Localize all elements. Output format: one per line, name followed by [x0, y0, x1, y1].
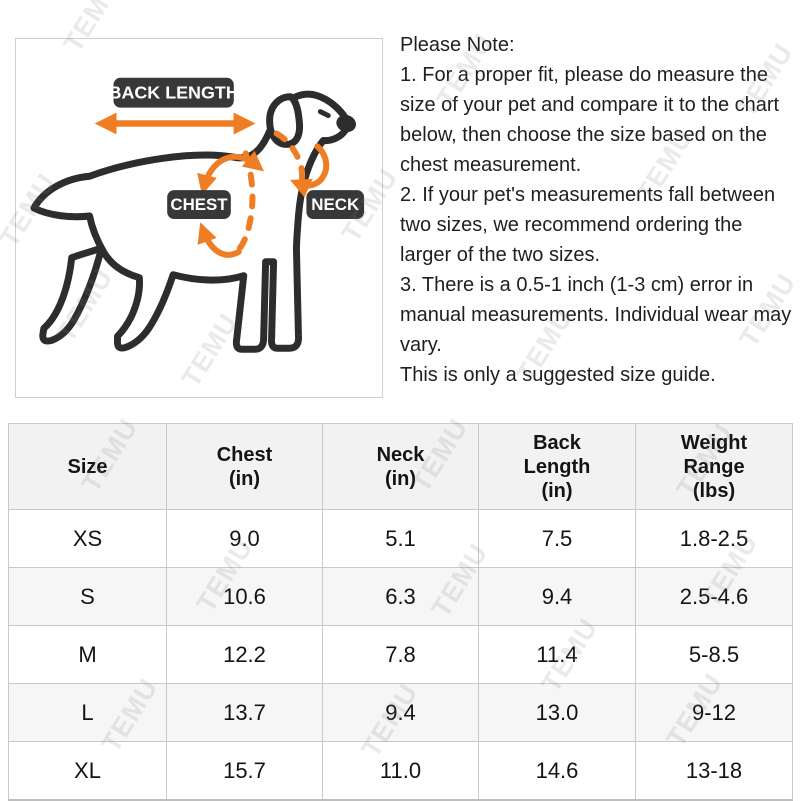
cell-chest: 12.2 [166, 625, 323, 684]
dog-brow-line [317, 109, 331, 119]
neck-dashed-loop [273, 130, 306, 192]
cell-back-length: 14.6 [478, 741, 636, 801]
cell-size: XL [8, 741, 167, 801]
header-size: Size [8, 423, 167, 510]
cell-back-length: 13.0 [478, 683, 636, 742]
table-row: XL 15.7 11.0 14.6 13-18 [8, 741, 793, 801]
cell-weight: 9-12 [635, 683, 793, 742]
cell-size: L [8, 683, 167, 742]
table-row: S 10.6 6.3 9.4 2.5-4.6 [8, 567, 793, 626]
note-item-3: 3. There is a 0.5-1 inch (1-3 cm) error … [400, 274, 792, 356]
size-chart-table: Size Chest (in) Neck (in) Back Length (i… [8, 423, 793, 801]
cell-back-length: 7.5 [478, 509, 636, 568]
chest-badge: CHEST [167, 190, 231, 219]
back-length-badge: BACK LENGTH [109, 77, 239, 108]
header-neck: Neck (in) [322, 423, 479, 510]
cell-chest: 10.6 [166, 567, 323, 626]
please-note-section: Please Note: 1. For a proper fit, please… [400, 30, 798, 390]
table-row: L 13.7 9.4 13.0 9-12 [8, 683, 793, 742]
header-weight-range: Weight Range (lbs) [635, 423, 793, 510]
cell-weight: 2.5-4.6 [635, 567, 793, 626]
header-back-length: Back Length (in) [478, 423, 636, 510]
cell-size: XS [8, 509, 167, 568]
table-row: XS 9.0 5.1 7.5 1.8-2.5 [8, 509, 793, 568]
table-row: M 12.2 7.8 11.4 5-8.5 [8, 625, 793, 684]
cell-size: S [8, 567, 167, 626]
cell-back-length: 11.4 [478, 625, 636, 684]
dog-far-hind-leg [39, 244, 106, 345]
back-length-label: BACK LENGTH [109, 83, 239, 103]
cell-neck: 9.4 [322, 683, 479, 742]
cell-back-length: 9.4 [478, 567, 636, 626]
neck-badge: NECK [306, 190, 365, 219]
cell-neck: 6.3 [322, 567, 479, 626]
dog-measurement-diagram: BACK LENGTH CHEST NECK [15, 38, 383, 398]
note-title: Please Note: [400, 34, 515, 56]
neck-arrow [290, 143, 330, 198]
cell-chest: 13.7 [166, 683, 323, 742]
cell-weight: 1.8-2.5 [635, 509, 793, 568]
cell-chest: 9.0 [166, 509, 323, 568]
note-item-1: 1. For a proper fit, please do measure t… [400, 64, 780, 176]
cell-neck: 5.1 [322, 509, 479, 568]
chest-label: CHEST [170, 195, 228, 214]
cell-chest: 15.7 [166, 741, 323, 801]
dog-diagram-svg: BACK LENGTH CHEST NECK [30, 77, 365, 353]
cell-weight: 13-18 [635, 741, 793, 801]
dog-nose [336, 114, 356, 133]
neck-label: NECK [311, 195, 360, 214]
cell-neck: 11.0 [322, 741, 479, 801]
cell-neck: 7.8 [322, 625, 479, 684]
chest-top-arrow [197, 150, 265, 196]
header-chest: Chest (in) [166, 423, 323, 510]
table-header-row: Size Chest (in) Neck (in) Back Length (i… [8, 423, 793, 510]
note-item-2: 2. If your pet's measurements fall betwe… [400, 184, 776, 266]
cell-weight: 5-8.5 [635, 625, 793, 684]
chest-bottom-arrow [197, 222, 242, 258]
note-item-4: This is only a suggested size guide. [400, 364, 716, 386]
cell-size: M [8, 625, 167, 684]
